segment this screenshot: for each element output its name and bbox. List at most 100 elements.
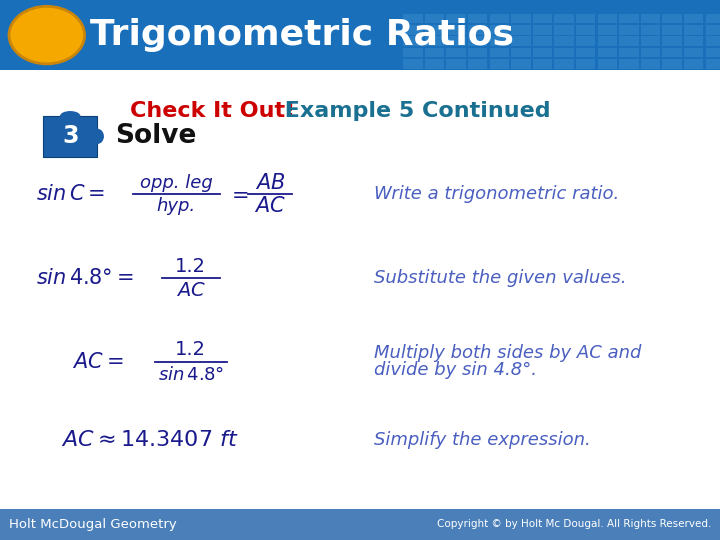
Bar [598,59,617,69]
Bar [706,48,720,57]
Bar [425,48,444,57]
Bar [403,25,423,35]
Bar [619,36,639,46]
Bar [533,48,552,57]
Bar [684,14,703,23]
Bar [511,48,531,57]
Bar [425,14,444,23]
Bar [576,25,595,35]
Bar [468,59,487,69]
Bar [641,36,660,46]
Ellipse shape [9,6,85,64]
Bar [684,25,703,35]
Bar [43,116,97,157]
Text: $\mathit{AC} \approx 14.3407\ \mathit{ft}$: $\mathit{AC} \approx 14.3407\ \mathit{ft… [61,430,239,450]
Bar [446,25,466,35]
Text: $=$: $=$ [227,184,248,205]
Bar [511,14,531,23]
Bar [554,48,574,57]
Text: $\mathit{AC}=$: $\mathit{AC}=$ [72,352,123,372]
Bar [619,25,639,35]
Bar [576,14,595,23]
Text: Simplify the expression.: Simplify the expression. [374,431,591,449]
Bar [641,14,660,23]
Bar [490,36,509,46]
Bar [706,59,720,69]
Text: 3: 3 [62,124,78,148]
Text: $\mathit{sin}\,4.8°=$: $\mathit{sin}\,4.8°=$ [36,268,134,288]
Bar [554,14,574,23]
Text: Write a trigonometric ratio.: Write a trigonometric ratio. [374,185,620,204]
Bar [576,59,595,69]
Bar [619,59,639,69]
Text: Copyright © by Holt Mc Dougal. All Rights Reserved.: Copyright © by Holt Mc Dougal. All Right… [437,519,711,529]
Bar [0,509,720,540]
Bar [598,36,617,46]
Text: Check It Out!: Check It Out! [130,100,295,121]
Text: $\mathit{AC}$: $\mathit{AC}$ [254,196,286,217]
Text: 1.2: 1.2 [175,256,207,276]
Bar [662,59,682,69]
Text: $\mathit{AB}$: $\mathit{AB}$ [255,172,285,193]
Bar [403,14,423,23]
Bar [425,59,444,69]
Bar [641,48,660,57]
Bar [468,25,487,35]
Bar [662,25,682,35]
Text: opp. leg: opp. leg [140,173,213,192]
Bar [706,36,720,46]
Bar [554,36,574,46]
Text: hyp.: hyp. [157,197,196,215]
Bar [684,59,703,69]
Bar [598,48,617,57]
Bar [403,36,423,46]
Bar [0,0,720,70]
Bar [490,25,509,35]
Text: Solve: Solve [115,123,197,150]
Bar [490,48,509,57]
Bar [403,48,423,57]
Bar [554,25,574,35]
Ellipse shape [60,111,81,121]
Bar [662,36,682,46]
Bar [533,36,552,46]
Bar [425,25,444,35]
Bar [641,59,660,69]
Bar [662,14,682,23]
Text: Example 5 Continued: Example 5 Continued [277,100,551,121]
Bar [490,14,509,23]
Bar [533,14,552,23]
Text: Trigonometric Ratios: Trigonometric Ratios [90,18,514,52]
Bar [511,59,531,69]
Text: Substitute the given values.: Substitute the given values. [374,269,627,287]
Bar [533,59,552,69]
Bar [468,48,487,57]
Bar [533,25,552,35]
Bar [468,14,487,23]
Bar [576,48,595,57]
Bar [684,48,703,57]
Bar [446,59,466,69]
Bar [598,14,617,23]
Bar [554,59,574,69]
Bar [619,14,639,23]
Text: Holt McDougal Geometry: Holt McDougal Geometry [9,518,176,531]
Bar [684,36,703,46]
Bar [446,14,466,23]
Bar [446,36,466,46]
Bar [403,59,423,69]
Text: divide by sin 4.8°.: divide by sin 4.8°. [374,361,537,379]
Bar [706,14,720,23]
Bar [598,25,617,35]
Text: 1.2: 1.2 [175,340,207,360]
Ellipse shape [91,129,104,144]
Bar [641,25,660,35]
Bar [706,25,720,35]
Text: $\mathit{sin}\, C =$: $\mathit{sin}\, C =$ [36,184,105,205]
Bar [446,48,466,57]
Text: $\mathit{sin}\,4.8°$: $\mathit{sin}\,4.8°$ [158,366,224,384]
Text: Multiply both sides by AC and: Multiply both sides by AC and [374,343,642,362]
Bar [619,48,639,57]
Bar [511,25,531,35]
Bar [490,59,509,69]
